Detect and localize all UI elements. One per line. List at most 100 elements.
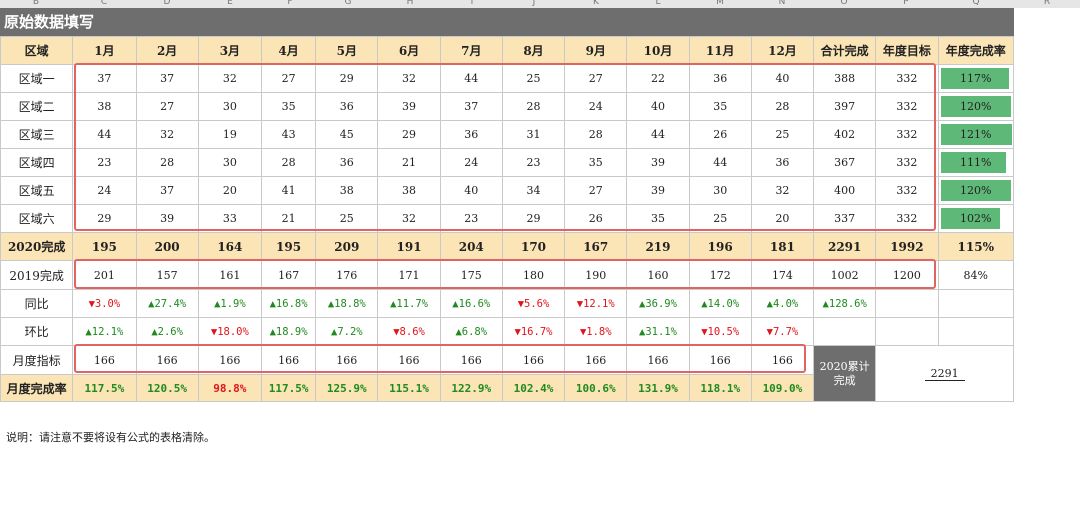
rate-cell[interactable]: 121% — [937, 120, 1015, 149]
month-value-cell[interactable]: 36 — [688, 64, 752, 93]
month-value-cell[interactable]: 44 — [688, 148, 752, 177]
month-value-cell[interactable]: 20 — [197, 176, 262, 205]
header-cell[interactable]: 8月 — [501, 36, 566, 65]
target-cell[interactable]: 1200 — [875, 260, 939, 290]
header-cell[interactable]: 5月 — [315, 36, 379, 65]
month-value-cell[interactable]: 30 — [197, 92, 262, 121]
column-letter[interactable]: F — [287, 0, 293, 7]
month-value-cell[interactable]: 36 — [315, 92, 379, 121]
column-letter[interactable]: K — [593, 0, 599, 7]
month-value-cell[interactable]: 172 — [688, 260, 752, 290]
yoy-cell[interactable]: ▼12.1% — [564, 289, 628, 318]
mom-cell[interactable]: ▲18.9% — [260, 317, 317, 346]
month-target-cell[interactable]: 166 — [750, 345, 815, 375]
month-value-cell[interactable]: 28 — [501, 92, 566, 121]
yoy-cell[interactable]: ▲14.0% — [688, 289, 752, 318]
month-value-cell[interactable]: 204 — [439, 232, 503, 261]
month-value-cell[interactable]: 29 — [501, 204, 566, 233]
target-cell[interactable]: 332 — [875, 64, 939, 93]
mom-cell[interactable]: ▲7.2% — [315, 317, 379, 346]
month-value-cell[interactable]: 32 — [750, 176, 815, 205]
header-cell[interactable]: 10月 — [626, 36, 690, 65]
month-value-cell[interactable]: 196 — [688, 232, 752, 261]
month-target-cell[interactable]: 166 — [688, 345, 752, 375]
month-target-cell[interactable]: 166 — [260, 345, 317, 375]
yoy-cell[interactable]: ▲16.6% — [439, 289, 503, 318]
region-label-cell[interactable]: 区域四 — [0, 148, 74, 177]
yoy-cell[interactable]: ▲16.8% — [260, 289, 317, 318]
month-value-cell[interactable]: 29 — [315, 64, 379, 93]
month-value-cell[interactable]: 32 — [135, 120, 199, 149]
mom-cell[interactable]: ▼16.7% — [501, 317, 566, 346]
target-cell[interactable]: 332 — [875, 204, 939, 233]
month-value-cell[interactable]: 26 — [564, 204, 628, 233]
month-value-cell[interactable]: 21 — [260, 204, 317, 233]
month-value-cell[interactable]: 23 — [72, 148, 137, 177]
total-cell[interactable]: 400 — [813, 176, 877, 205]
month-rate-cell[interactable]: 131.9% — [626, 374, 690, 402]
month-value-cell[interactable]: 219 — [626, 232, 690, 261]
header-cell[interactable]: 区域 — [0, 36, 74, 65]
row-label-cell[interactable]: 环比 — [0, 317, 74, 346]
month-value-cell[interactable]: 160 — [626, 260, 690, 290]
total-cell[interactable]: 388 — [813, 64, 877, 93]
header-cell[interactable]: 11月 — [688, 36, 752, 65]
month-value-cell[interactable]: 19 — [197, 120, 262, 149]
month-value-cell[interactable]: 209 — [315, 232, 379, 261]
month-value-cell[interactable]: 28 — [135, 148, 199, 177]
total-cell[interactable]: 337 — [813, 204, 877, 233]
month-value-cell[interactable]: 161 — [197, 260, 262, 290]
month-value-cell[interactable]: 28 — [260, 148, 317, 177]
month-value-cell[interactable]: 35 — [564, 148, 628, 177]
yoy-cell[interactable]: ▲27.4% — [135, 289, 199, 318]
rate-cell[interactable]: 102% — [937, 204, 1015, 233]
column-letter[interactable]: M — [716, 0, 724, 7]
region-label-cell[interactable]: 区域一 — [0, 64, 74, 93]
cumulative-value-cell[interactable]: 2291 — [875, 345, 1014, 402]
column-letter[interactable]: B — [32, 0, 40, 7]
month-value-cell[interactable]: 35 — [260, 92, 317, 121]
empty-cell[interactable] — [875, 317, 939, 346]
region-label-cell[interactable]: 区域二 — [0, 92, 74, 121]
month-value-cell[interactable]: 191 — [377, 232, 441, 261]
row-label-cell[interactable]: 月度指标 — [0, 345, 74, 375]
month-value-cell[interactable]: 23 — [439, 204, 503, 233]
total-cell[interactable]: 1002 — [813, 260, 877, 290]
header-cell[interactable]: 1月 — [72, 36, 137, 65]
rate-cell[interactable]: 120% — [937, 92, 1015, 121]
row-label-cell[interactable]: 2020完成 — [0, 232, 74, 261]
month-rate-cell[interactable]: 102.4% — [501, 374, 566, 402]
month-value-cell[interactable]: 44 — [439, 64, 503, 93]
month-target-cell[interactable]: 166 — [501, 345, 566, 375]
mom-cell[interactable]: ▲2.6% — [135, 317, 199, 346]
month-value-cell[interactable]: 38 — [377, 176, 441, 205]
month-value-cell[interactable]: 35 — [688, 92, 752, 121]
column-letter[interactable]: H — [406, 0, 414, 7]
month-target-cell[interactable]: 166 — [377, 345, 441, 375]
month-target-cell[interactable]: 166 — [135, 345, 199, 375]
column-letter[interactable]: O — [840, 0, 848, 7]
month-value-cell[interactable]: 181 — [750, 232, 815, 261]
month-value-cell[interactable]: 26 — [688, 120, 752, 149]
month-value-cell[interactable]: 22 — [626, 64, 690, 93]
header-cell[interactable]: 12月 — [750, 36, 815, 65]
column-letter[interactable]: N — [778, 0, 786, 7]
target-cell[interactable]: 332 — [875, 148, 939, 177]
month-value-cell[interactable]: 29 — [377, 120, 441, 149]
yoy-cell[interactable]: ▼3.0% — [72, 289, 137, 318]
total-cell[interactable]: 2291 — [813, 232, 877, 261]
month-rate-cell[interactable]: 109.0% — [750, 374, 815, 402]
column-letter[interactable]: D — [163, 0, 171, 7]
month-rate-cell[interactable]: 117.5% — [260, 374, 317, 402]
month-value-cell[interactable]: 43 — [260, 120, 317, 149]
rate-cell[interactable]: 111% — [937, 148, 1015, 177]
month-value-cell[interactable]: 190 — [564, 260, 628, 290]
month-value-cell[interactable]: 195 — [260, 232, 317, 261]
month-value-cell[interactable]: 27 — [135, 92, 199, 121]
month-value-cell[interactable]: 40 — [750, 64, 815, 93]
region-label-cell[interactable]: 区域六 — [0, 204, 74, 233]
month-value-cell[interactable]: 37 — [135, 176, 199, 205]
month-value-cell[interactable]: 38 — [315, 176, 379, 205]
target-cell[interactable]: 1992 — [875, 232, 939, 261]
month-value-cell[interactable]: 25 — [750, 120, 815, 149]
